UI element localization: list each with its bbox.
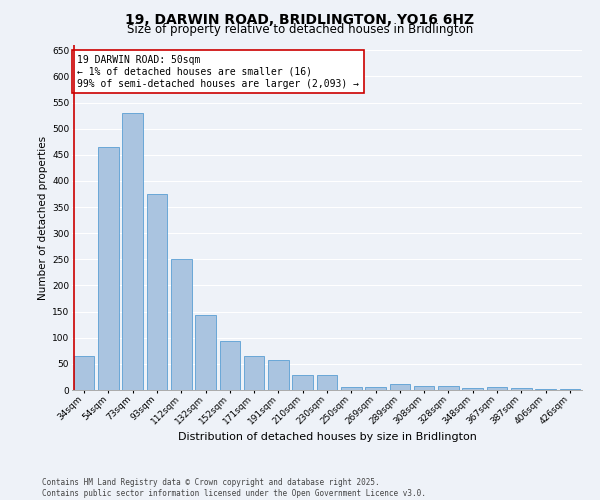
Bar (244, 356, 265, 390)
Bar (74, 356, 94, 390)
Bar (292, 376, 313, 390)
Bar (122, 113, 143, 390)
Bar (146, 194, 167, 390)
Bar (463, 388, 483, 390)
Bar (414, 386, 434, 390)
Bar (438, 386, 459, 390)
Y-axis label: Number of detached properties: Number of detached properties (38, 136, 48, 300)
Bar (171, 260, 191, 390)
Bar (341, 387, 362, 390)
Bar (389, 384, 410, 390)
Text: Size of property relative to detached houses in Bridlington: Size of property relative to detached ho… (127, 22, 473, 36)
Bar (535, 389, 556, 390)
Bar (98, 147, 119, 390)
Text: 19, DARWIN ROAD, BRIDLINGTON, YO16 6HZ: 19, DARWIN ROAD, BRIDLINGTON, YO16 6HZ (125, 12, 475, 26)
Text: Contains HM Land Registry data © Crown copyright and database right 2025.
Contai: Contains HM Land Registry data © Crown c… (42, 478, 426, 498)
X-axis label: Distribution of detached houses by size in Bridlington: Distribution of detached houses by size … (178, 432, 476, 442)
Bar (195, 316, 216, 390)
Bar (511, 388, 532, 390)
Bar (268, 360, 289, 390)
Bar (220, 342, 240, 390)
Text: 19 DARWIN ROAD: 50sqm
← 1% of detached houses are smaller (16)
99% of semi-detac: 19 DARWIN ROAD: 50sqm ← 1% of detached h… (77, 56, 359, 88)
Bar (365, 387, 386, 390)
Bar (487, 388, 508, 390)
Bar (317, 376, 337, 390)
